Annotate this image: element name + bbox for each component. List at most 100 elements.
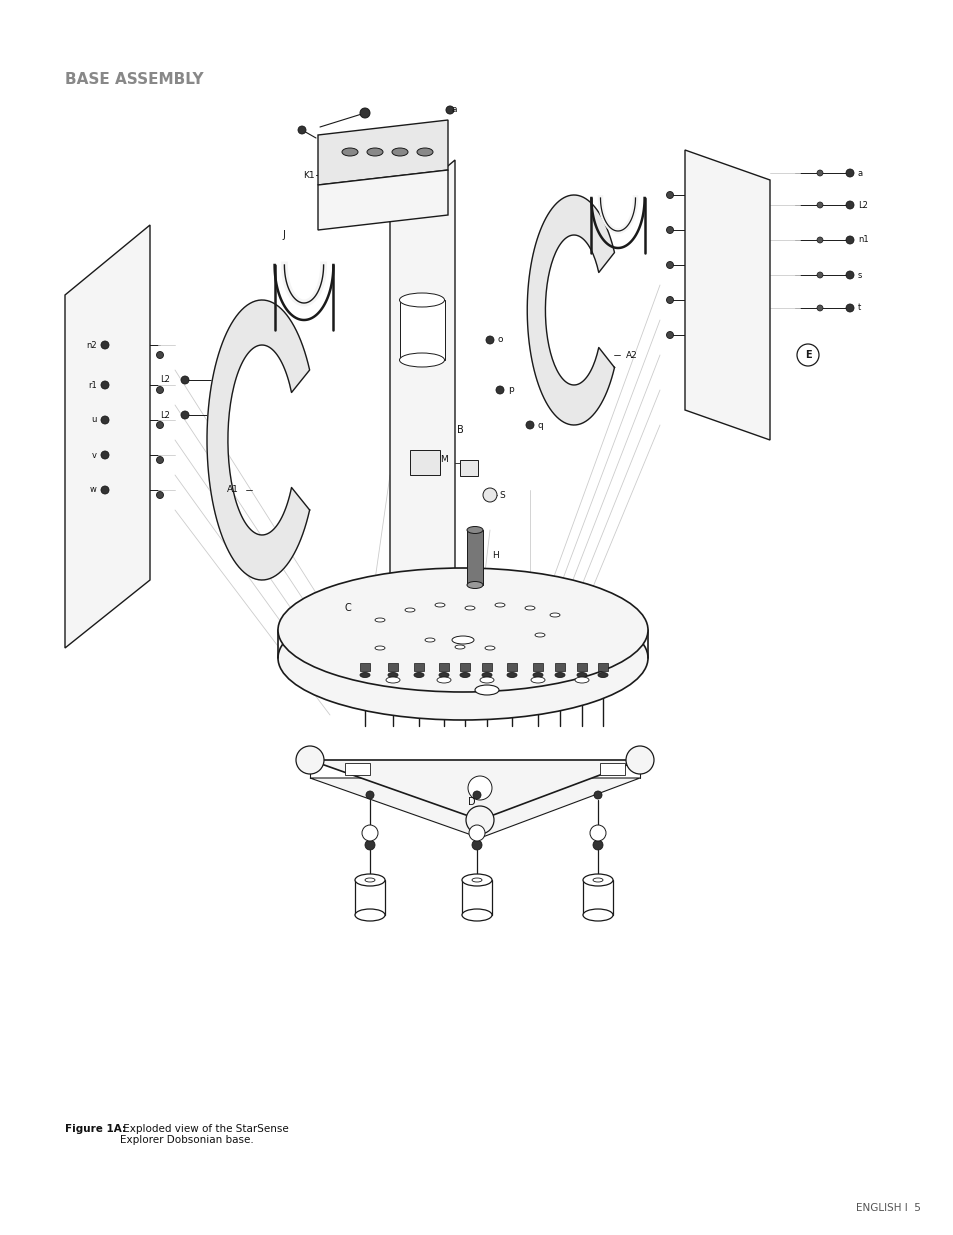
Circle shape <box>666 191 673 199</box>
Polygon shape <box>317 120 448 185</box>
Bar <box>388 663 397 671</box>
Circle shape <box>446 106 454 114</box>
Circle shape <box>465 806 494 834</box>
Text: r1: r1 <box>89 380 97 389</box>
Ellipse shape <box>577 673 586 678</box>
Ellipse shape <box>459 673 470 678</box>
Ellipse shape <box>472 878 481 882</box>
Circle shape <box>666 226 673 233</box>
Bar <box>414 663 423 671</box>
Polygon shape <box>684 149 769 440</box>
Circle shape <box>366 790 374 799</box>
Ellipse shape <box>452 636 474 643</box>
Text: L2: L2 <box>160 375 170 384</box>
Text: p: p <box>507 385 514 394</box>
Ellipse shape <box>495 603 504 606</box>
Circle shape <box>816 305 822 311</box>
Ellipse shape <box>341 148 357 156</box>
Circle shape <box>525 421 534 429</box>
Text: M: M <box>439 456 448 464</box>
Bar <box>599 763 624 776</box>
Ellipse shape <box>399 353 444 367</box>
Bar <box>461 881 492 915</box>
Bar <box>355 881 385 915</box>
Ellipse shape <box>582 874 613 885</box>
Circle shape <box>816 272 822 278</box>
Text: n1: n1 <box>857 236 868 245</box>
Ellipse shape <box>467 582 482 589</box>
Polygon shape <box>527 195 614 425</box>
Circle shape <box>593 840 602 850</box>
Ellipse shape <box>386 677 399 683</box>
Text: v: v <box>91 451 97 459</box>
Text: Exploded view of the StarSense
Explorer Dobsonian base.: Exploded view of the StarSense Explorer … <box>120 1124 289 1145</box>
Text: s: s <box>857 270 862 279</box>
Ellipse shape <box>575 677 588 683</box>
Ellipse shape <box>399 293 444 308</box>
Polygon shape <box>310 760 639 820</box>
Ellipse shape <box>455 645 464 650</box>
Text: H: H <box>492 551 498 559</box>
Circle shape <box>101 451 109 459</box>
Ellipse shape <box>365 878 375 882</box>
Circle shape <box>365 840 375 850</box>
Circle shape <box>666 331 673 338</box>
Circle shape <box>816 203 822 207</box>
Circle shape <box>101 487 109 494</box>
Bar <box>459 459 477 475</box>
Bar <box>555 663 564 671</box>
Text: o: o <box>497 336 503 345</box>
Circle shape <box>472 840 481 850</box>
Circle shape <box>101 382 109 389</box>
Ellipse shape <box>481 673 492 678</box>
Ellipse shape <box>405 608 415 613</box>
Text: w: w <box>90 485 97 494</box>
Text: ENGLISH I  5: ENGLISH I 5 <box>855 1203 920 1213</box>
Circle shape <box>796 345 818 366</box>
Text: K1: K1 <box>303 170 314 179</box>
Text: L2: L2 <box>160 410 170 420</box>
Circle shape <box>359 107 370 119</box>
Ellipse shape <box>555 673 564 678</box>
Ellipse shape <box>524 606 535 610</box>
Circle shape <box>816 237 822 243</box>
Circle shape <box>845 304 853 312</box>
Bar <box>582 881 613 915</box>
Circle shape <box>482 488 497 501</box>
Bar <box>438 663 449 671</box>
Text: n2: n2 <box>87 341 97 350</box>
Circle shape <box>845 270 853 279</box>
Circle shape <box>101 341 109 350</box>
Polygon shape <box>399 300 444 359</box>
Ellipse shape <box>375 618 385 622</box>
Text: C: C <box>345 603 352 613</box>
Text: a: a <box>857 168 862 178</box>
Bar <box>533 663 542 671</box>
Bar <box>598 663 607 671</box>
Circle shape <box>666 262 673 268</box>
Text: L2: L2 <box>857 200 867 210</box>
Text: A1: A1 <box>227 485 238 494</box>
Text: t: t <box>857 304 861 312</box>
Circle shape <box>297 126 306 135</box>
Ellipse shape <box>416 148 433 156</box>
Ellipse shape <box>535 634 544 637</box>
Ellipse shape <box>582 909 613 921</box>
Circle shape <box>485 336 494 345</box>
Circle shape <box>468 776 492 800</box>
Bar <box>410 450 439 475</box>
Ellipse shape <box>506 673 517 678</box>
Circle shape <box>361 825 377 841</box>
Bar <box>506 663 517 671</box>
Ellipse shape <box>359 673 370 678</box>
Polygon shape <box>207 300 310 580</box>
Text: A2: A2 <box>625 351 638 359</box>
Text: D: D <box>468 797 476 806</box>
Ellipse shape <box>461 909 492 921</box>
Text: Figure 1A:: Figure 1A: <box>65 1124 126 1134</box>
Ellipse shape <box>464 606 475 610</box>
Polygon shape <box>390 161 455 645</box>
Text: a: a <box>452 105 457 115</box>
Text: E: E <box>803 350 810 359</box>
Text: u: u <box>91 415 97 425</box>
